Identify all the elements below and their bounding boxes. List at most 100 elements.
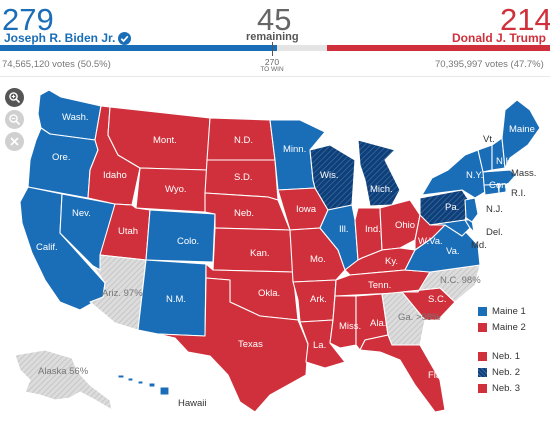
- legend-item-maine-1: Maine 1: [478, 306, 526, 317]
- state-md[interactable]: [429, 219, 471, 237]
- state-maine[interactable]: [501, 99, 541, 169]
- to-win-label: 270 TO WIN: [255, 58, 289, 74]
- legend-swatch-neb-2: [478, 368, 487, 377]
- state-fla[interactable]: [359, 334, 446, 413]
- legend-swatch-neb-3: [478, 384, 487, 393]
- label-ore: Ore.: [52, 152, 70, 163]
- legend-swatch-neb-1: [478, 352, 487, 361]
- label-va: Va.: [446, 246, 460, 257]
- label-la: La.: [313, 340, 326, 351]
- label-iowa: Iowa: [296, 204, 317, 215]
- label-ala: Ala.: [370, 318, 386, 329]
- remaining-label: remaining: [246, 31, 299, 43]
- trump-name: Donald J. Trump: [452, 31, 547, 45]
- state-ore[interactable]: [27, 127, 99, 199]
- label-hawaii: Hawaii: [178, 398, 207, 409]
- legend-label-maine-2: Maine 2: [492, 322, 526, 333]
- label-wyo: Wyo.: [165, 184, 187, 195]
- remaining-bar: [277, 45, 327, 51]
- label-nj: N.J.: [486, 204, 503, 215]
- biden-name: Joseph R. Biden Jr.: [4, 31, 116, 45]
- close-icon: [10, 137, 19, 146]
- state-alaska[interactable]: [14, 349, 113, 411]
- label-minn: Minn.: [283, 144, 306, 155]
- reset-map-button[interactable]: [5, 132, 24, 151]
- label-maine: Maine: [509, 124, 535, 135]
- trump-electoral-votes: 214: [500, 2, 550, 37]
- state-hawaii[interactable]: [117, 374, 170, 396]
- label-ind: Ind.: [365, 224, 381, 235]
- label-mich: Mich.: [370, 184, 393, 195]
- legend-label-neb-3: Neb. 3: [492, 383, 520, 394]
- trump-popular-votes: 70,395,997 votes (47.7%): [435, 59, 544, 70]
- label-texas: Texas: [238, 339, 263, 350]
- state-texas[interactable]: [157, 277, 309, 413]
- label-pa: Pa.: [445, 202, 459, 213]
- label-wva: W.Va.: [418, 236, 443, 247]
- label-nd: N.D.: [234, 135, 253, 146]
- legend-item-maine-2: Maine 2: [478, 322, 526, 333]
- label-ark: Ark.: [310, 294, 327, 305]
- biden-popular-votes: 74,565,120 votes (50.5%): [2, 59, 111, 70]
- legend-item-neb-1: Neb. 1: [478, 351, 526, 362]
- legend-swatch-maine-1: [478, 307, 487, 316]
- label-mont: Mont.: [153, 135, 177, 146]
- label-neb: Neb.: [234, 208, 254, 219]
- zoom-out-icon: [9, 114, 21, 126]
- remaining-electoral-votes: 45: [257, 2, 292, 37]
- legend-item-neb-2: Neb. 2: [478, 367, 526, 378]
- label-ariz: Ariz. 97%: [102, 288, 143, 299]
- legend-swatch-maine-2: [478, 323, 487, 332]
- legend-label-neb-2: Neb. 2: [492, 367, 520, 378]
- label-ill: Ill.: [339, 224, 349, 235]
- header-divider: [0, 76, 550, 77]
- zoom-in-icon: [9, 92, 21, 104]
- to-win-number: 270: [264, 57, 280, 67]
- to-win-marker: [272, 42, 273, 56]
- legend-label-maine-1: Maine 1: [492, 306, 526, 317]
- label-ga: Ga. >98%: [398, 312, 441, 323]
- zoom-in-button[interactable]: [5, 88, 24, 107]
- label-wash: Wash.: [62, 112, 89, 123]
- label-fla: Fla.: [428, 370, 444, 381]
- zoom-out-button[interactable]: [5, 110, 24, 129]
- label-sd: S.D.: [234, 172, 252, 183]
- winner-check-icon: [118, 31, 132, 45]
- label-nh: N.H.: [496, 156, 515, 167]
- label-ri: R.I.: [511, 188, 526, 199]
- label-kan: Kan.: [250, 248, 270, 259]
- label-nc: N.C. 98%: [440, 275, 481, 286]
- state-mich[interactable]: [357, 139, 401, 207]
- label-del: Del.: [486, 227, 503, 238]
- biden-bar: [0, 45, 277, 51]
- legend-item-neb-3: Neb. 3: [478, 383, 526, 394]
- label-sc: S.C.: [428, 294, 446, 305]
- label-colo: Colo.: [177, 236, 199, 247]
- label-nev: Nev.: [72, 208, 91, 219]
- state-mass[interactable]: [482, 169, 517, 186]
- label-alaska: Alaska 56%: [38, 366, 89, 377]
- label-nm: N.M.: [166, 294, 186, 305]
- label-okla: Okla.: [258, 288, 280, 299]
- label-tenn: Tenn.: [368, 280, 391, 291]
- label-wis: Wis.: [320, 170, 338, 181]
- label-md: Md.: [471, 240, 487, 251]
- biden-electoral-votes: 279: [2, 2, 54, 37]
- label-miss: Miss.: [339, 321, 361, 332]
- state-nj[interactable]: [464, 197, 479, 223]
- label-mo: Mo.: [310, 254, 326, 265]
- label-ny: N.Y.: [466, 170, 483, 181]
- biden-name-row: Joseph R. Biden Jr.: [4, 31, 132, 45]
- label-vt: Vt.: [483, 134, 495, 145]
- label-idaho: Idaho: [103, 170, 127, 181]
- label-ohio: Ohio: [395, 220, 415, 231]
- label-conn: Conn.: [489, 180, 514, 191]
- legend-label-neb-1: Neb. 1: [492, 351, 520, 362]
- to-win-text: TO WIN: [260, 65, 284, 73]
- label-utah: Utah: [118, 226, 138, 237]
- trump-bar: [327, 45, 550, 51]
- label-calif: Calif.: [36, 242, 58, 253]
- label-mass: Mass.: [511, 168, 536, 179]
- district-legend: Maine 1 Maine 2 Neb. 1 Neb. 2 Neb. 3: [478, 306, 526, 394]
